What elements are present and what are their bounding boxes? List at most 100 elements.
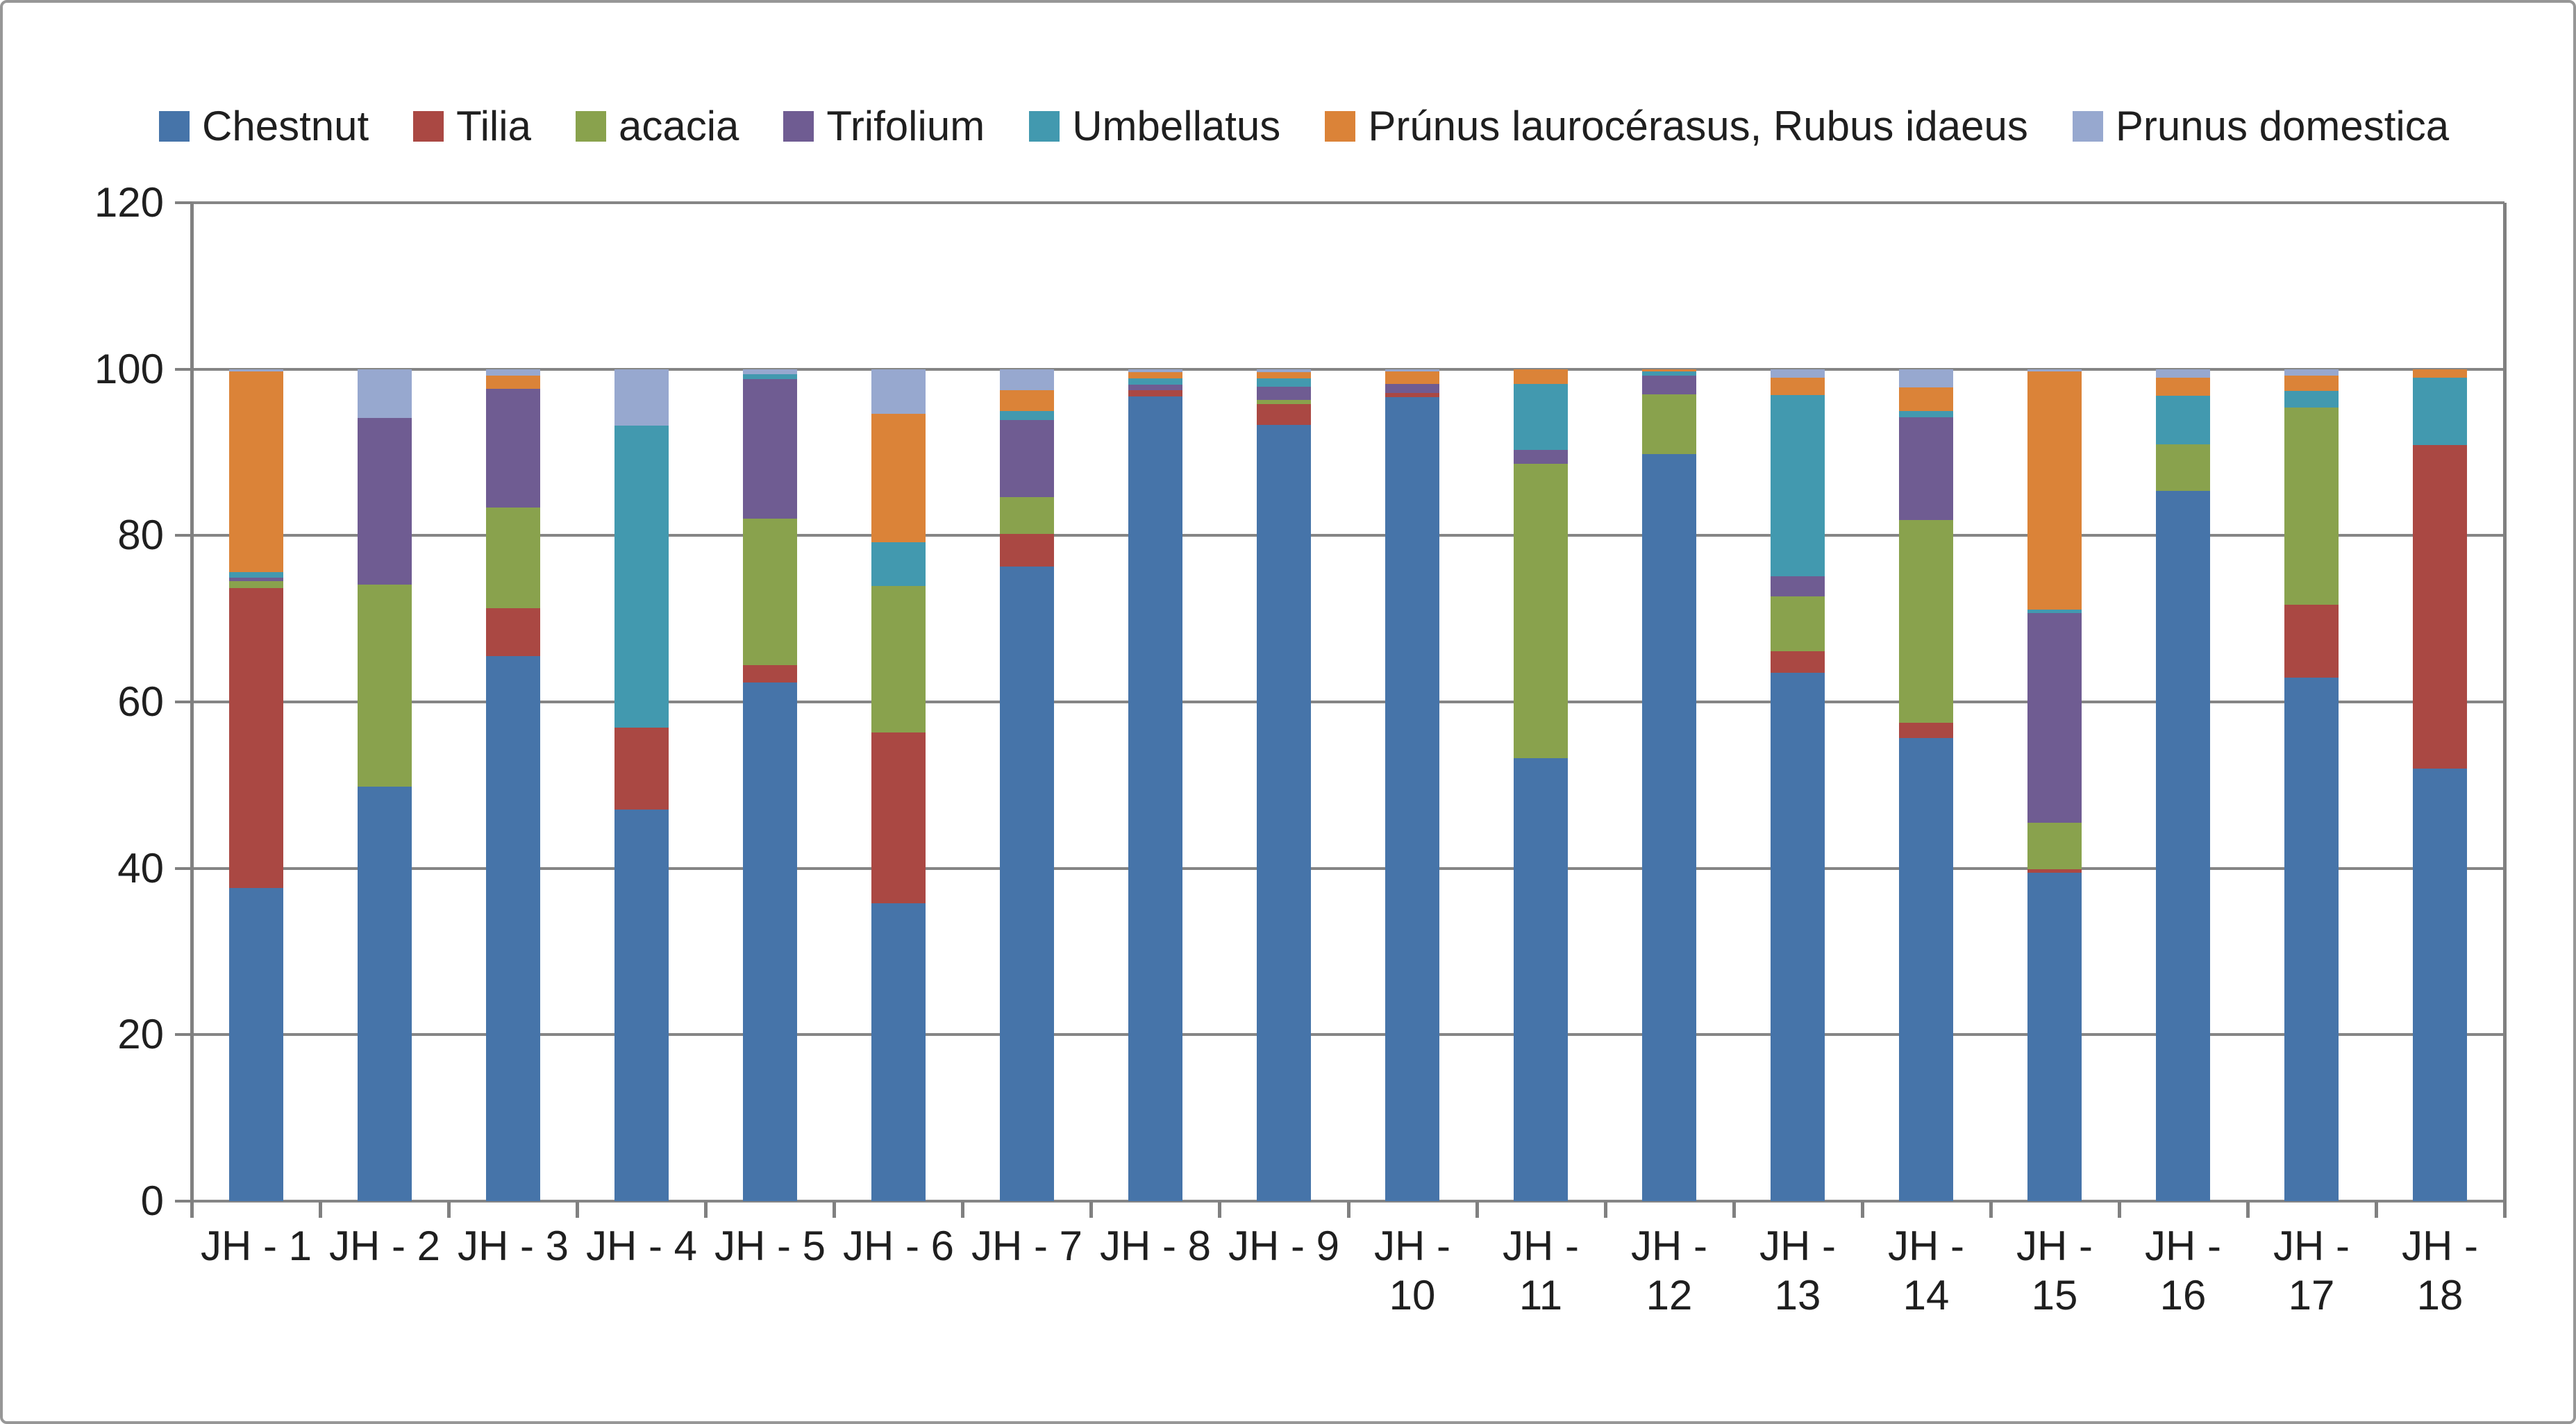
y-gridline — [192, 701, 2504, 703]
bar-segment-7 — [1000, 389, 1054, 411]
x-axis-tick — [1860, 1201, 1864, 1218]
y-tick-label: 60 — [117, 678, 164, 725]
bar-segment-15 — [2027, 609, 2082, 613]
legend-item-5: Umbellatus — [1029, 106, 1280, 147]
bar-segment-6 — [871, 903, 926, 1201]
bar-segment-7 — [1000, 566, 1054, 1201]
x-category-label: JH - 8 — [1099, 1223, 1212, 1269]
bar-segment-17 — [2284, 376, 2339, 391]
bar-segment-5 — [743, 374, 797, 380]
y-axis-line — [190, 203, 194, 1201]
bar-segment-6 — [871, 542, 926, 587]
bar-segment-10 — [1385, 397, 1439, 1201]
legend-item-4: Trifolium — [783, 106, 985, 147]
bar-segment-9 — [1257, 372, 1311, 378]
bar-segment-1 — [229, 578, 283, 582]
bar-segment-6 — [871, 586, 926, 733]
x-category-label: JH -13 — [1759, 1223, 1836, 1318]
bar-segment-2 — [358, 369, 412, 419]
x-axis-tick — [1089, 1201, 1094, 1218]
bar-segment-5 — [743, 665, 797, 683]
bar-segment-16 — [2156, 444, 2210, 491]
y-gridline — [192, 866, 2504, 870]
y-tick-label: 100 — [94, 345, 164, 392]
bar-segment-7 — [1000, 533, 1054, 567]
x-axis-tick — [961, 1201, 965, 1218]
x-category-label: JH -12 — [1631, 1223, 1707, 1318]
bar-segment-3 — [486, 656, 540, 1201]
bar-segment-16 — [2156, 377, 2210, 396]
legend-label: acacia — [618, 103, 739, 149]
bar-segment-7 — [1000, 419, 1054, 498]
legend-label: Tilia — [456, 103, 531, 149]
plot-right-border — [2503, 203, 2507, 1201]
bar-segment-6 — [871, 414, 926, 542]
bar-segment-10 — [1385, 371, 1439, 385]
y-tick-label: 80 — [117, 512, 164, 559]
y-gridline — [192, 201, 2504, 204]
bar-segment-10 — [1385, 393, 1439, 398]
x-category-label: JH -17 — [2273, 1223, 2350, 1318]
x-category-label: JH - 3 — [457, 1223, 569, 1269]
legend-item-6: Prúnus laurocérasus, Rubus idaeus — [1325, 106, 2028, 147]
bar-segment-5 — [743, 682, 797, 1201]
legend-item-3: acacia — [575, 103, 739, 149]
bar-segment-6 — [871, 369, 926, 414]
bar-segment-17 — [2284, 678, 2339, 1201]
bar-segment-16 — [2156, 490, 2210, 1201]
bar-segment-13 — [1771, 576, 1825, 596]
y-axis-tick — [175, 701, 192, 703]
bar-segment-9 — [1257, 378, 1311, 387]
bar-segment-9 — [1257, 386, 1311, 400]
y-axis-tick — [175, 201, 192, 204]
chart-legend: Chestnut Tilia acacia Trifolium Umbellatus Pr… — [159, 99, 2532, 154]
x-axis-tick — [2117, 1201, 2121, 1218]
x-axis-tick — [1218, 1201, 1222, 1218]
bar-segment-15 — [2027, 872, 2082, 1201]
bar-segment-11 — [1514, 369, 1568, 385]
bar-segment-4 — [614, 809, 669, 1201]
bar-segment-3 — [486, 608, 540, 657]
bar-segment-18 — [2413, 369, 2467, 378]
bar-segment-14 — [1899, 519, 1953, 723]
x-category-label: JH -18 — [2402, 1223, 2478, 1318]
legend-swatch-icon — [1029, 111, 1060, 142]
bar-segment-1 — [229, 587, 283, 889]
bar-segment-14 — [1899, 410, 1953, 418]
x-category-label: JH - 6 — [842, 1223, 955, 1269]
bar-segment-14 — [1899, 369, 1953, 388]
bar-segment-3 — [486, 369, 540, 376]
x-axis-tick — [1732, 1201, 1736, 1218]
x-axis-tick — [833, 1201, 837, 1218]
bar-segment-2 — [358, 787, 412, 1201]
bar-segment-18 — [2413, 377, 2467, 445]
x-axis-tick — [319, 1201, 323, 1218]
legend-swatch-icon — [413, 111, 444, 142]
x-category-label: JH -10 — [1374, 1223, 1450, 1318]
legend-item-2: Tilia — [413, 106, 531, 147]
bar-segment-8 — [1128, 389, 1182, 397]
bar-segment-7 — [1000, 497, 1054, 534]
bar-segment-13 — [1771, 673, 1825, 1201]
bar-segment-8 — [1128, 385, 1182, 390]
bar-segment-9 — [1257, 424, 1311, 1201]
bar-segment-3 — [486, 376, 540, 389]
bar-segment-9 — [1257, 403, 1311, 425]
x-axis-tick — [190, 1201, 194, 1218]
bar-segment-13 — [1771, 377, 1825, 395]
bar-segment-12 — [1642, 369, 1696, 372]
bar-segment-14 — [1899, 722, 1953, 738]
x-axis-tick — [1475, 1201, 1479, 1218]
x-axis-tick — [2374, 1201, 2378, 1218]
x-axis-tick — [2503, 1201, 2507, 1218]
y-gridline — [192, 367, 2504, 371]
bar-segment-15 — [2027, 869, 2082, 873]
bar-segment-16 — [2156, 369, 2210, 378]
bar-segment-14 — [1899, 417, 1953, 520]
bar-segment-8 — [1128, 372, 1182, 378]
bar-segment-15 — [2027, 822, 2082, 869]
bar-segment-5 — [743, 379, 797, 519]
legend-swatch-icon — [575, 111, 606, 142]
x-category-label: JH -15 — [2016, 1223, 2093, 1318]
